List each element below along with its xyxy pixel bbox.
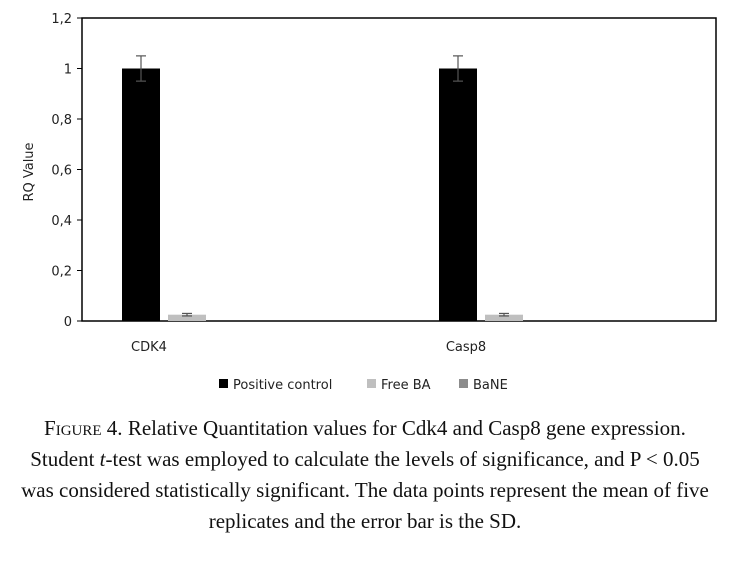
legend-label: BaNE [473, 378, 508, 393]
y-tick-label: 0,6 [51, 164, 72, 179]
caption-label: Figure 4. [44, 416, 123, 440]
caption-italic-t: t [99, 447, 106, 471]
y-tick-label: 0 [64, 315, 72, 330]
y-axis-title: RQ Value [22, 142, 37, 201]
plot-area-frame [81, 17, 717, 322]
y-tick-label: 0,2 [51, 265, 72, 280]
bar [439, 68, 477, 321]
legend: Positive control Free BA BaNE [219, 378, 508, 393]
figure-caption: Figure 4. Relative Quantitation values f… [18, 413, 712, 537]
caption-text-1: Relative Quantitation values for Cdk4 an… [30, 416, 686, 471]
y-tick-label: 0,4 [51, 214, 72, 229]
y-tick-label: 1,2 [51, 12, 72, 27]
bar-chart: RQ Value 0 0,2 0,4 0,6 0,8 1 1,2 CDK4 Casp8 Pos… [22, 12, 717, 393]
legend-swatch [459, 379, 468, 388]
legend-swatch [367, 379, 376, 388]
y-axis-ticks: 0 0,2 0,4 0,6 0,8 1 1,2 [51, 12, 82, 330]
bar [485, 314, 523, 321]
category-label: Casp8 [446, 340, 486, 355]
legend-label: Positive control [233, 378, 332, 393]
category-labels: CDK4 Casp8 [131, 340, 486, 355]
category-label: CDK4 [131, 340, 167, 355]
caption-text-2: -test was employed to calculate the leve… [21, 447, 709, 533]
bar [122, 68, 160, 321]
legend-label: Free BA [381, 378, 431, 393]
bars [122, 55, 523, 321]
y-tick-label: 1 [64, 63, 72, 78]
bar [168, 314, 206, 321]
legend-swatch [219, 379, 228, 388]
y-tick-label: 0,8 [51, 113, 72, 128]
